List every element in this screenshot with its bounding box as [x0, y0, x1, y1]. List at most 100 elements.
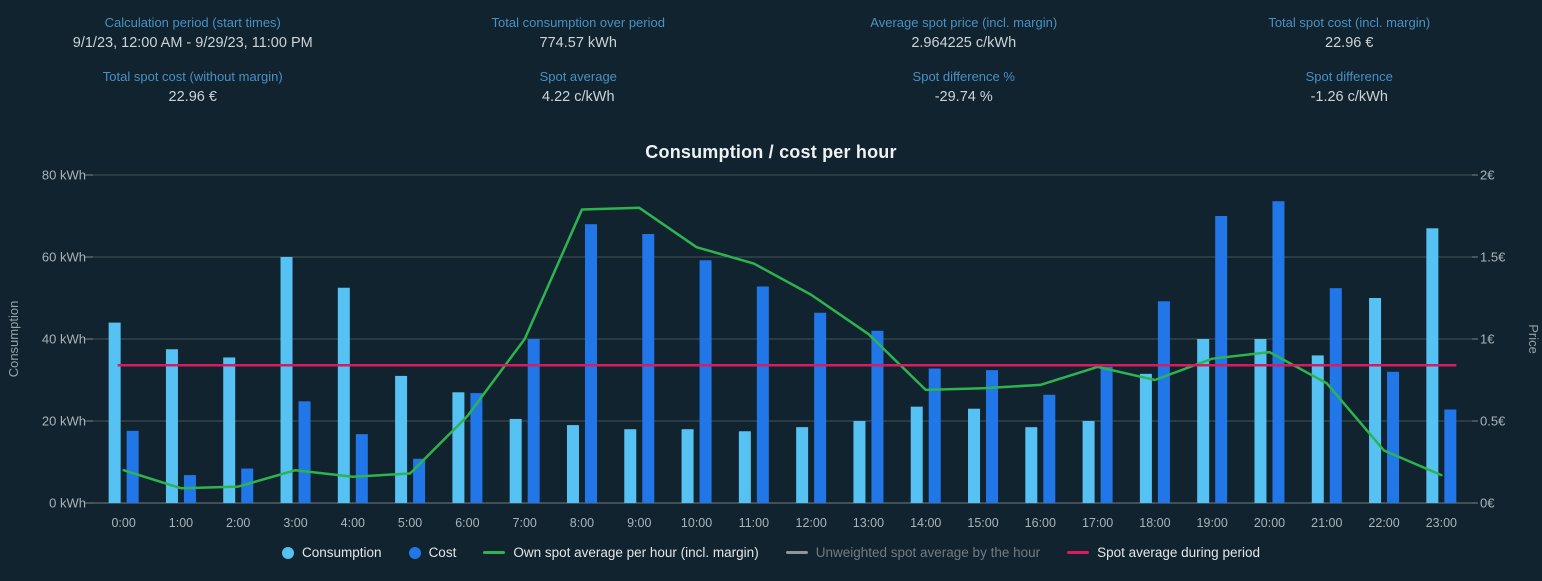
- legend-item-own-spot-average[interactable]: Own spot average per hour (incl. margin): [483, 545, 759, 560]
- cost-bar[interactable]: [871, 330, 884, 503]
- legend-item-cost[interactable]: Cost: [408, 545, 456, 560]
- consumption-bar[interactable]: [1025, 427, 1038, 503]
- cost-bar[interactable]: [355, 434, 368, 503]
- right-axis-tick-label: 1.5€: [1480, 250, 1506, 265]
- cost-bar[interactable]: [1157, 301, 1170, 503]
- consumption-bar[interactable]: [395, 375, 408, 503]
- right-axis-title: Price: [1526, 324, 1541, 354]
- consumption-bar[interactable]: [910, 406, 923, 503]
- stat-value: -29.74 %: [934, 89, 993, 105]
- stat-label: Total spot cost (without margin): [102, 69, 283, 84]
- consumption-cost-chart[interactable]: 80 kWh 2€ 60 kWh 1.5€ 40 kWh 1€ 20 kWh 0.5€ 0 kW…: [0, 164, 1542, 539]
- consumption-bar[interactable]: [1311, 355, 1324, 503]
- consumption-bar[interactable]: [337, 287, 350, 503]
- consumption-bar[interactable]: [223, 357, 236, 503]
- x-axis-tick-label: 4:00: [341, 516, 365, 530]
- cost-bar[interactable]: [986, 370, 999, 503]
- chart-legend: Consumption Cost Own spot average per ho…: [0, 545, 1542, 560]
- cost-bar[interactable]: [241, 468, 254, 503]
- cost-bar[interactable]: [470, 393, 483, 503]
- consumption-bar[interactable]: [1254, 339, 1267, 503]
- cost-bar[interactable]: [699, 260, 712, 503]
- consumption-bar[interactable]: [968, 408, 981, 503]
- right-axis-tick-label: 1€: [1480, 332, 1495, 347]
- consumption-bar[interactable]: [280, 257, 293, 503]
- left-axis-tick-label: 20 kWh: [42, 414, 86, 429]
- x-axis-tick-label: 13:00: [853, 516, 884, 530]
- stat-spot-difference: Spot difference -1.26 c/kWh: [1157, 69, 1542, 106]
- consumption-bar[interactable]: [624, 429, 637, 503]
- consumption-bar[interactable]: [108, 322, 121, 503]
- chart-title: Consumption / cost per hour: [645, 142, 897, 162]
- cost-bar[interactable]: [1043, 394, 1056, 503]
- consumption-bar[interactable]: [681, 429, 694, 503]
- stat-label: Spot difference %: [912, 69, 1015, 84]
- x-axis-tick-label: 12:00: [796, 516, 827, 530]
- x-axis-tick-label: 15:00: [967, 516, 998, 530]
- cost-bar[interactable]: [584, 224, 597, 503]
- x-axis-tick-label: 17:00: [1082, 516, 1113, 530]
- cost-bar[interactable]: [298, 401, 311, 503]
- stat-label: Spot difference: [1305, 69, 1393, 84]
- x-axis-tick-label: 16:00: [1025, 516, 1056, 530]
- x-axis-tick-label: 10:00: [681, 516, 712, 530]
- cost-bar[interactable]: [1387, 371, 1400, 503]
- stat-value: 22.96 €: [168, 89, 217, 105]
- cost-bar[interactable]: [1215, 216, 1228, 503]
- cost-bar[interactable]: [928, 368, 941, 503]
- right-axis-tick-label: 0.5€: [1480, 414, 1506, 429]
- stat-value: -1.26 c/kWh: [1310, 89, 1388, 105]
- stat-spot-difference-pct: Spot difference % -29.74 %: [771, 69, 1157, 106]
- legend-item-consumption[interactable]: Consumption: [282, 545, 382, 560]
- cost-bar[interactable]: [1100, 366, 1113, 503]
- cost-bar[interactable]: [1272, 201, 1285, 504]
- x-axis-tick-label: 14:00: [910, 516, 941, 530]
- x-axis-tick-label: 20:00: [1254, 516, 1285, 530]
- x-axis-tick-label: 9:00: [627, 516, 651, 530]
- stat-total-spot-cost-incl-margin: Total spot cost (incl. margin) 22.96 €: [1157, 15, 1542, 52]
- legend-item-unweighted-spot-average[interactable]: Unweighted spot average by the hour: [785, 545, 1040, 560]
- right-axis-tick-label: 0€: [1480, 496, 1495, 511]
- x-axis-tick-label: 23:00: [1426, 516, 1457, 530]
- consumption-bar[interactable]: [509, 418, 522, 503]
- stat-value: 4.22 c/kWh: [541, 89, 615, 105]
- stat-value: 2.964225 c/kWh: [911, 35, 1017, 51]
- cost-bar[interactable]: [413, 458, 426, 503]
- left-axis-title: Consumption: [6, 301, 21, 378]
- x-axis-tick-label: 2:00: [226, 516, 250, 530]
- right-axis-tick-label: 2€: [1480, 168, 1495, 183]
- x-axis-tick-label: 1:00: [169, 516, 193, 530]
- cost-bar[interactable]: [756, 286, 769, 503]
- x-axis-tick-label: 22:00: [1368, 516, 1399, 530]
- left-axis-tick-label: 40 kWh: [42, 332, 86, 347]
- consumption-bar[interactable]: [738, 431, 751, 503]
- x-axis-tick-label: 7:00: [513, 516, 537, 530]
- cost-bar[interactable]: [1444, 409, 1457, 503]
- left-axis-tick-label: 0 kWh: [49, 496, 86, 511]
- stat-value: 9/1/23, 12:00 AM - 9/29/23, 11:00 PM: [72, 35, 313, 51]
- legend-item-spot-average-during-period[interactable]: Spot average during period: [1067, 545, 1260, 560]
- cost-bar[interactable]: [527, 339, 540, 503]
- consumption-bar[interactable]: [452, 392, 465, 503]
- cost-bar[interactable]: [642, 234, 655, 503]
- consumption-bar[interactable]: [1139, 373, 1152, 503]
- stat-average-spot-price: Average spot price (incl. margin) 2.9642…: [771, 15, 1157, 52]
- cost-bar[interactable]: [126, 430, 139, 503]
- consumption-bar[interactable]: [1082, 421, 1095, 503]
- stat-value: 22.96 €: [1325, 35, 1374, 51]
- x-axis-tick-label: 11:00: [739, 516, 769, 530]
- own-spot-average-line[interactable]: [122, 206, 1443, 490]
- x-axis-tick-label: 8:00: [570, 516, 594, 530]
- cost-bar[interactable]: [814, 312, 827, 503]
- unweighted-spot-average-legend-line: [785, 551, 808, 554]
- consumption-bar[interactable]: [1197, 339, 1210, 503]
- consumption-bar[interactable]: [853, 421, 866, 503]
- consumption-bar[interactable]: [1369, 298, 1382, 503]
- consumption-bar[interactable]: [566, 425, 579, 503]
- stat-calculation-period: Calculation period (start times) 9/1/23,…: [0, 15, 386, 52]
- x-axis-tick-label: 5:00: [398, 516, 422, 530]
- stat-label: Calculation period (start times): [104, 15, 281, 30]
- consumption-bar[interactable]: [165, 349, 178, 503]
- consumption-bar[interactable]: [796, 427, 809, 503]
- stat-label: Spot average: [539, 69, 617, 84]
